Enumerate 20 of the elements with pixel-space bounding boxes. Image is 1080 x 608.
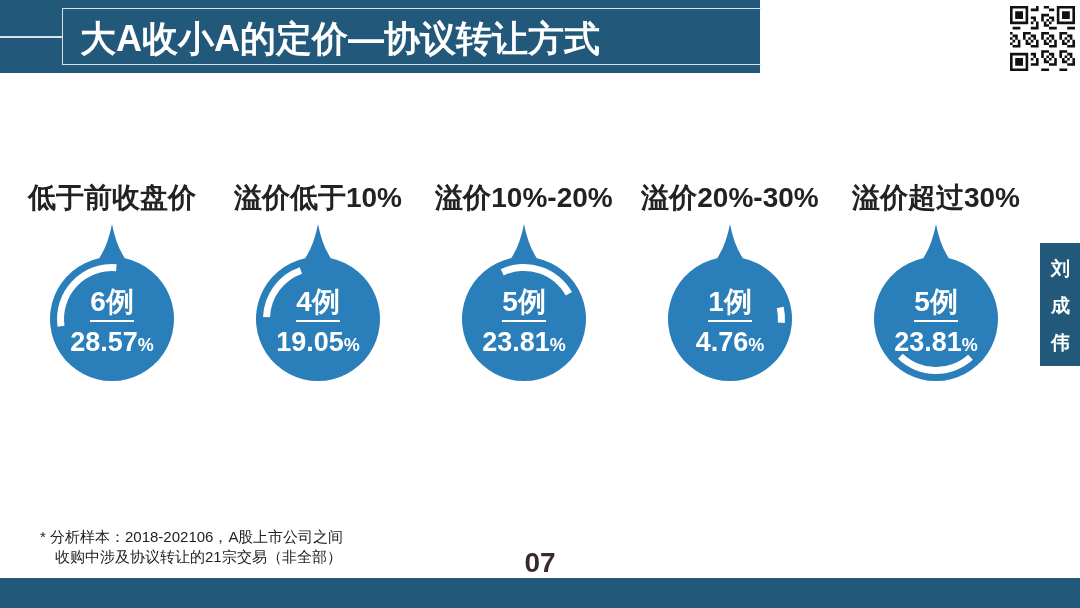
data-label: 23.81% xyxy=(894,327,978,357)
text: 收购中涉及协议转让的21宗交易（非全部） xyxy=(55,548,342,565)
data-label: 5例 xyxy=(914,286,958,317)
data-label: 5例 xyxy=(502,286,546,317)
category-label: 溢价低于10% xyxy=(233,182,403,213)
text: 07 xyxy=(524,547,556,578)
data-label: 1例 xyxy=(708,286,752,317)
data-label: 19.05% xyxy=(276,327,360,357)
text: * 分析样本：2018-202106，A股上市公司之间 xyxy=(40,528,344,545)
data-label: 23.81% xyxy=(482,327,566,357)
category-label: 低于前收盘价 xyxy=(28,182,196,213)
category-label: 溢价10%-20% xyxy=(435,182,613,213)
category-label: 溢价超过30% xyxy=(851,182,1021,213)
data-label: 6例 xyxy=(90,286,134,317)
data-label: 4例 xyxy=(296,286,340,317)
data-label: 4.76% xyxy=(695,327,765,357)
text: 刘成伟 xyxy=(1050,258,1070,353)
category-label: 溢价20%-30% xyxy=(641,182,819,213)
text: 大A收小A的定价—协议转让方式 xyxy=(80,18,600,59)
data-label: 28.57% xyxy=(70,327,154,357)
